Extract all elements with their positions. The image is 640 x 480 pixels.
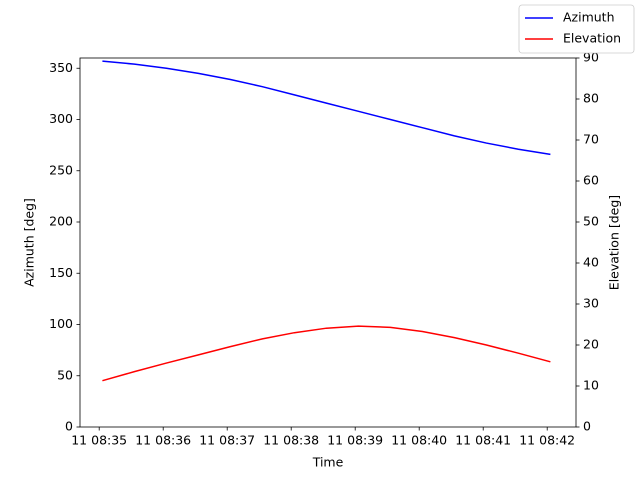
y-tick-label: 150 xyxy=(49,265,73,280)
y2-tick-label: 20 xyxy=(583,337,599,352)
y-tick-label: 300 xyxy=(49,111,73,126)
y2-tick-label: 50 xyxy=(583,214,599,229)
y-tick-label: 350 xyxy=(49,60,73,75)
x-tick-label: 11 08:36 xyxy=(135,433,191,448)
y2-tick-label: 60 xyxy=(583,173,599,188)
y-tick-label: 200 xyxy=(49,214,73,229)
y2-tick-label: 40 xyxy=(583,255,599,270)
legend-label: Elevation xyxy=(563,31,621,46)
plot-frame xyxy=(79,57,577,428)
x-axis-label: Time xyxy=(312,455,344,470)
y-tick-label: 250 xyxy=(49,162,73,177)
x-tick-label: 11 08:41 xyxy=(455,433,511,448)
x-tick-label: 11 08:42 xyxy=(519,433,575,448)
series-line xyxy=(102,325,551,382)
y-tick-label: 100 xyxy=(49,316,73,331)
y2-tick-label: 0 xyxy=(583,419,591,434)
y-tick-label: 50 xyxy=(57,367,73,382)
legend-box xyxy=(518,4,635,54)
x-tick-label: 11 08:37 xyxy=(199,433,255,448)
y2-tick-label: 30 xyxy=(583,296,599,311)
y2-tick-label: 70 xyxy=(583,132,599,147)
legend-label: Azimuth xyxy=(563,10,615,25)
x-tick-label: 11 08:38 xyxy=(263,433,319,448)
y2-tick-label: 80 xyxy=(583,91,599,106)
y2-tick-label: 10 xyxy=(583,378,599,393)
y-tick-label: 0 xyxy=(65,419,73,434)
x-tick-label: 11 08:39 xyxy=(327,433,383,448)
x-tick-label: 11 08:35 xyxy=(71,433,127,448)
y-axis-label: Azimuth [deg] xyxy=(22,198,37,287)
x-tick-label: 11 08:40 xyxy=(391,433,447,448)
y2-axis-label: Elevation [deg] xyxy=(607,195,622,290)
series-line xyxy=(102,60,551,156)
